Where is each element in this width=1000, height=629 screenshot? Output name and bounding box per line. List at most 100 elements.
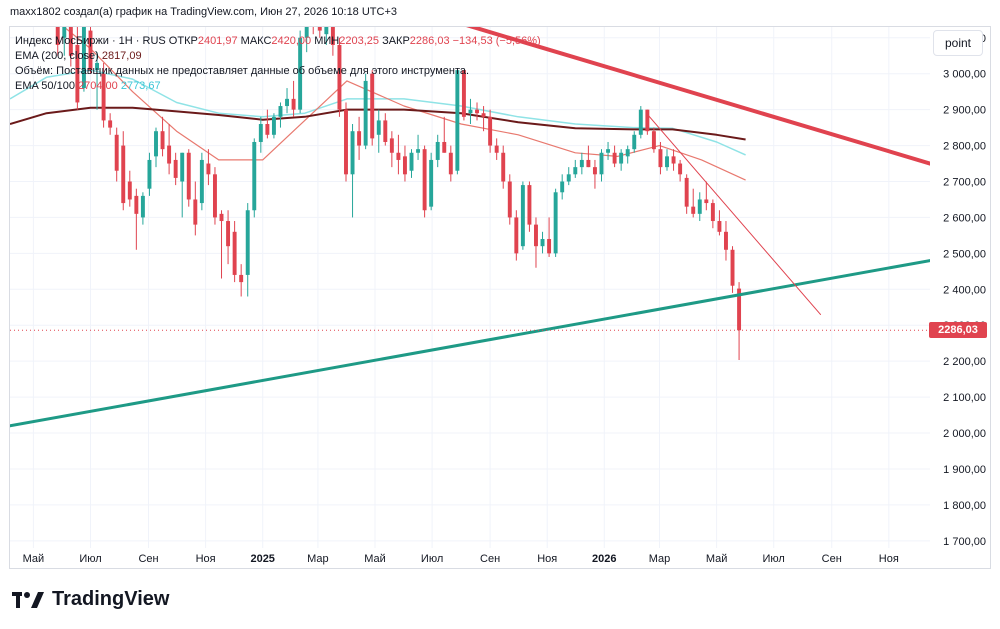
candle-body: [481, 113, 486, 117]
candle: [265, 109, 270, 139]
candle-body: [592, 167, 597, 175]
candle-body: [239, 274, 244, 283]
candle-body: [140, 195, 145, 218]
open-label: ОТКР: [168, 35, 198, 47]
candle-body: [553, 192, 558, 254]
candle: [678, 159, 683, 182]
candle-body: [357, 131, 362, 146]
candle: [226, 210, 231, 265]
candle-body: [265, 124, 270, 135]
candle-body: [724, 231, 728, 250]
candle: [730, 246, 735, 293]
candle-body: [435, 141, 440, 160]
candle: [206, 149, 211, 186]
candle: [114, 127, 119, 182]
candle: [599, 149, 604, 182]
ema100-value: 2773,67: [120, 80, 161, 92]
legend-ema200-row[interactable]: EMA (200, close) 2817,09: [15, 49, 541, 64]
ema200-value: 2817,09: [101, 50, 142, 62]
brand-name: TradingView: [52, 588, 170, 610]
candle-body: [737, 288, 742, 331]
candle: [547, 217, 552, 257]
candle: [312, 27, 314, 35]
candle: [658, 141, 663, 175]
candle-body: [324, 27, 329, 35]
date-tick-label: Сен: [480, 553, 500, 565]
candle-body: [579, 159, 584, 168]
date-tick-label: Ноя: [196, 553, 216, 565]
chart-canvas[interactable]: 3 100,003 000,002 900,002 800,002 700,00…: [0, 0, 1000, 580]
candle-body: [468, 109, 473, 114]
candle: [344, 102, 348, 182]
candle: [173, 152, 178, 186]
candle: [88, 27, 93, 74]
candle: [81, 27, 86, 92]
candle: [239, 264, 244, 297]
candle-body: [344, 109, 348, 175]
candle-body: [49, 0, 53, 2]
date-tick-label: Сен: [822, 553, 842, 565]
candle-body: [402, 156, 407, 175]
candle: [501, 145, 506, 189]
candle: [298, 30, 303, 114]
candle-body: [180, 152, 185, 182]
price-tick-label: 2 000,00: [943, 428, 986, 440]
close-label: ЗАКР: [382, 35, 410, 47]
candle-body: [638, 109, 643, 135]
candle: [160, 116, 165, 157]
candle-body: [278, 106, 283, 117]
date-tick-label: Июл: [763, 553, 785, 565]
candle-body: [599, 152, 604, 175]
candle: [638, 106, 643, 139]
candle: [383, 113, 388, 146]
candle-body: [245, 210, 250, 275]
candle-body: [160, 131, 165, 150]
chart-legend: Индекс МосБиржи · 1Н · RUS ОТКР2401,97 М…: [15, 34, 541, 94]
candle: [180, 152, 185, 218]
candle: [416, 134, 421, 160]
candle: [514, 210, 519, 261]
candle: [357, 116, 362, 160]
candle: [697, 192, 702, 222]
candle-body: [193, 199, 198, 225]
candle-body: [304, 27, 309, 38]
tradingview-brand[interactable]: TradingView: [12, 588, 169, 611]
candle-body: [684, 177, 689, 207]
candle: [75, 27, 80, 110]
price-tick-label: 2 800,00: [943, 141, 986, 153]
candle-body: [520, 185, 525, 247]
candle-body: [199, 159, 204, 204]
price-tick-label: 1 700,00: [943, 536, 986, 548]
candle-body: [173, 159, 178, 178]
high-label: МАКС: [240, 35, 272, 47]
candle-body: [219, 213, 224, 222]
candle: [704, 181, 709, 211]
legend-ema50-100-row[interactable]: EMA 50/100 2704,00 2773,67: [15, 79, 541, 94]
candle-body: [671, 156, 676, 164]
candle: [252, 138, 257, 218]
candle: [154, 127, 158, 168]
candle-body: [154, 131, 158, 157]
candle-body: [619, 152, 624, 164]
candle-body: [212, 174, 217, 218]
chart-frame[interactable]: [9, 26, 991, 569]
candle: [278, 102, 283, 128]
date-tick-label: Май: [706, 553, 728, 565]
candle: [520, 181, 525, 250]
candle-body: [704, 199, 709, 204]
candle-body: [540, 238, 545, 247]
low-value: 2203,25: [339, 35, 379, 47]
symbol-name[interactable]: Индекс МосБиржи · 1Н · RUS: [15, 35, 166, 47]
candle-body: [330, 27, 335, 45]
candle: [448, 145, 453, 182]
price-scale-mode-button[interactable]: point: [933, 30, 983, 56]
candle: [586, 145, 591, 168]
price-tick-label: 1 900,00: [943, 464, 986, 476]
candle: [376, 109, 381, 153]
candle-body: [625, 149, 630, 157]
candle: [350, 124, 355, 218]
candle-body: [566, 174, 571, 182]
candle: [435, 134, 440, 168]
candle: [409, 149, 414, 178]
candle-body: [494, 145, 499, 153]
